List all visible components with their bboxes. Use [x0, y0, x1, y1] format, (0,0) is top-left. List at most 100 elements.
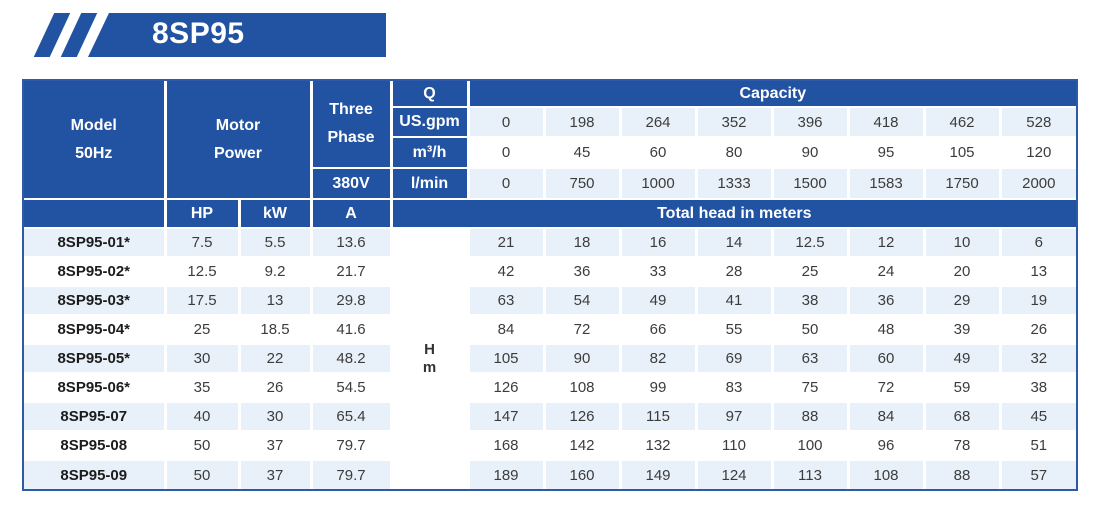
head-unit-line2: m: [422, 359, 437, 376]
head-value-cell: 110: [696, 431, 774, 461]
head-value-cell: 57: [1000, 460, 1077, 489]
total-head-header: Total head in meters: [391, 199, 1077, 229]
three-phase-line1: Three: [329, 101, 373, 118]
head-value-cell: 90: [544, 344, 622, 374]
amp-value-cell: 79.7: [311, 431, 393, 461]
head-value-cell: 14: [696, 228, 774, 258]
corner-cell: [24, 199, 167, 229]
capacity-value: 1000: [620, 168, 698, 200]
model-name-cell: 8SP95-04*: [24, 315, 167, 345]
head-value-cell: 147: [468, 402, 546, 432]
motor-power-header: Motor Power: [165, 81, 313, 200]
capacity-value: 528: [1000, 107, 1077, 138]
table-row: 8SP95-06* 35 26 54.5 126 108 99 83 75 72 59 38: [24, 373, 1077, 403]
capacity-header: Capacity: [468, 81, 1077, 108]
head-value-cell: 108: [848, 460, 926, 489]
head-value-cell: 21: [468, 228, 546, 258]
capacity-value: 750: [544, 168, 622, 200]
head-value-cell: 108: [544, 373, 622, 403]
capacity-value: 95: [848, 137, 926, 169]
head-value-cell: 41: [696, 286, 774, 316]
head-value-cell: 82: [620, 344, 698, 374]
model-name-cell: 8SP95-03*: [24, 286, 167, 316]
table-row: 8SP95-03* 17.5 13 29.8 63 54 49 41 38 36 29 19: [24, 286, 1077, 316]
hp-header: HP: [165, 199, 241, 229]
head-value-cell: 115: [620, 402, 698, 432]
head-value-cell: 63: [468, 286, 546, 316]
page-title: 8SP95: [152, 17, 245, 50]
head-value-cell: 96: [848, 431, 926, 461]
capacity-value: 1500: [772, 168, 850, 200]
three-phase-header: Three Phase: [311, 81, 393, 169]
amp-value-cell: 29.8: [311, 286, 393, 316]
amp-value-cell: 21.7: [311, 257, 393, 287]
hp-value-cell: 12.5: [165, 257, 241, 287]
head-value-cell: 72: [544, 315, 622, 345]
hp-value-cell: 40: [165, 402, 241, 432]
head-value-cell: 20: [924, 257, 1002, 287]
head-value-cell: 88: [772, 402, 850, 432]
head-value-cell: 26: [1000, 315, 1077, 345]
capacity-value: 462: [924, 107, 1002, 138]
table-row: 8SP95-07 40 30 65.4 147 126 115 97 88 84 68 45: [24, 402, 1077, 432]
model-banner: 8SP95: [30, 13, 386, 57]
model-name-cell: 8SP95-08: [24, 431, 167, 461]
table-row: 8SP95-09 50 37 79.7 189 160 149 124 113 108 88 57: [24, 460, 1077, 489]
head-value-cell: 69: [696, 344, 774, 374]
hp-value-cell: 50: [165, 431, 241, 461]
head-value-cell: 19: [1000, 286, 1077, 316]
head-value-cell: 168: [468, 431, 546, 461]
amp-value-cell: 79.7: [311, 460, 393, 489]
motor-header-line2: Power: [214, 144, 263, 162]
head-value-cell: 24: [848, 257, 926, 287]
head-value-cell: 12.5: [772, 228, 850, 258]
head-value-cell: 126: [468, 373, 546, 403]
capacity-value: 80: [696, 137, 774, 169]
head-value-cell: 160: [544, 460, 622, 489]
head-value-cell: 75: [772, 373, 850, 403]
kw-value-cell: 9.2: [239, 257, 313, 287]
head-value-cell: 189: [468, 460, 546, 489]
capacity-value: 418: [848, 107, 926, 138]
amp-value-cell: 13.6: [311, 228, 393, 258]
kw-value-cell: 37: [239, 431, 313, 461]
head-value-cell: 39: [924, 315, 1002, 345]
model-name-cell: 8SP95-02*: [24, 257, 167, 287]
head-value-cell: 105: [468, 344, 546, 374]
three-phase-line2: Phase: [327, 129, 375, 146]
hp-value-cell: 30: [165, 344, 241, 374]
kw-value-cell: 13: [239, 286, 313, 316]
head-value-cell: 38: [1000, 373, 1077, 403]
model-name-cell: 8SP95-09: [24, 460, 167, 489]
amp-value-cell: 41.6: [311, 315, 393, 345]
head-value-cell: 36: [848, 286, 926, 316]
capacity-value: 352: [696, 107, 774, 138]
head-value-cell: 36: [544, 257, 622, 287]
head-value-cell: 45: [1000, 402, 1077, 432]
spec-table: Model 50Hz Motor Power Three Phase Q Cap…: [24, 81, 1077, 489]
capacity-value: 198: [544, 107, 622, 138]
head-value-cell: 59: [924, 373, 1002, 403]
kw-value-cell: 26: [239, 373, 313, 403]
unit-m3h: m³/h: [391, 137, 470, 169]
kw-header: kW: [239, 199, 313, 229]
table-row: 8SP95-05* 30 22 48.2 105 90 82 69 63 60 49 32: [24, 344, 1077, 374]
model-name-cell: 8SP95-06*: [24, 373, 167, 403]
voltage-header: 380V: [311, 168, 393, 200]
head-value-cell: 29: [924, 286, 1002, 316]
capacity-value: 1750: [924, 168, 1002, 200]
kw-value-cell: 5.5: [239, 228, 313, 258]
amp-value-cell: 54.5: [311, 373, 393, 403]
head-value-cell: 6: [1000, 228, 1077, 258]
head-value-cell: 124: [696, 460, 774, 489]
head-value-cell: 63: [772, 344, 850, 374]
table-row: 8SP95-08 50 37 79.7 168 142 132 110 100 96 78 51: [24, 431, 1077, 461]
head-value-cell: 38: [772, 286, 850, 316]
capacity-value: 264: [620, 107, 698, 138]
capacity-value: 45: [544, 137, 622, 169]
pump-spec-table: Model 50Hz Motor Power Three Phase Q Cap…: [22, 79, 1078, 491]
kw-value-cell: 37: [239, 460, 313, 489]
head-value-cell: 48: [848, 315, 926, 345]
hp-value-cell: 7.5: [165, 228, 241, 258]
